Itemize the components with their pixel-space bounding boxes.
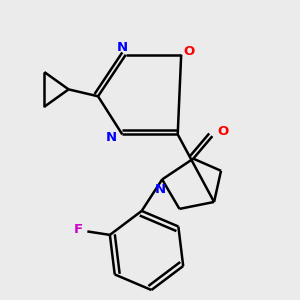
Text: F: F xyxy=(74,223,83,236)
Text: O: O xyxy=(183,45,194,58)
Text: N: N xyxy=(117,40,128,54)
Text: N: N xyxy=(106,131,117,144)
Text: O: O xyxy=(217,125,228,139)
Text: N: N xyxy=(155,183,166,196)
